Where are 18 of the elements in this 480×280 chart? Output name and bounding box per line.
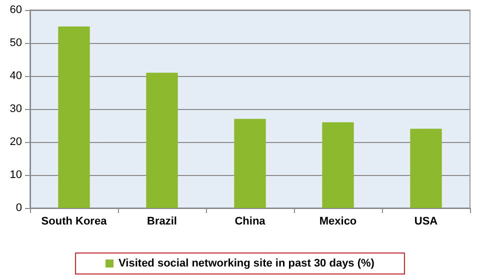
- bar: [146, 72, 178, 208]
- bar: [58, 26, 90, 208]
- bar: [234, 118, 266, 208]
- y-tick-label: 60: [10, 4, 22, 16]
- y-tick-label: 30: [10, 103, 22, 115]
- y-tick-label: 40: [10, 70, 22, 82]
- x-tick-label: USA: [414, 216, 438, 228]
- x-tick-label: Brazil: [147, 216, 177, 228]
- x-tick-label: Mexico: [319, 216, 357, 228]
- y-tick-label: 10: [10, 169, 22, 181]
- bar: [322, 122, 354, 208]
- y-tick-label: 0: [16, 202, 22, 214]
- y-tick-label: 20: [10, 136, 22, 148]
- legend-label: Visited social networking site in past 30 days (%): [118, 258, 375, 270]
- x-tick-label: South Korea: [41, 216, 108, 228]
- y-tick-label: 50: [10, 37, 22, 49]
- bar: [410, 128, 442, 208]
- x-tick-label: China: [234, 216, 266, 228]
